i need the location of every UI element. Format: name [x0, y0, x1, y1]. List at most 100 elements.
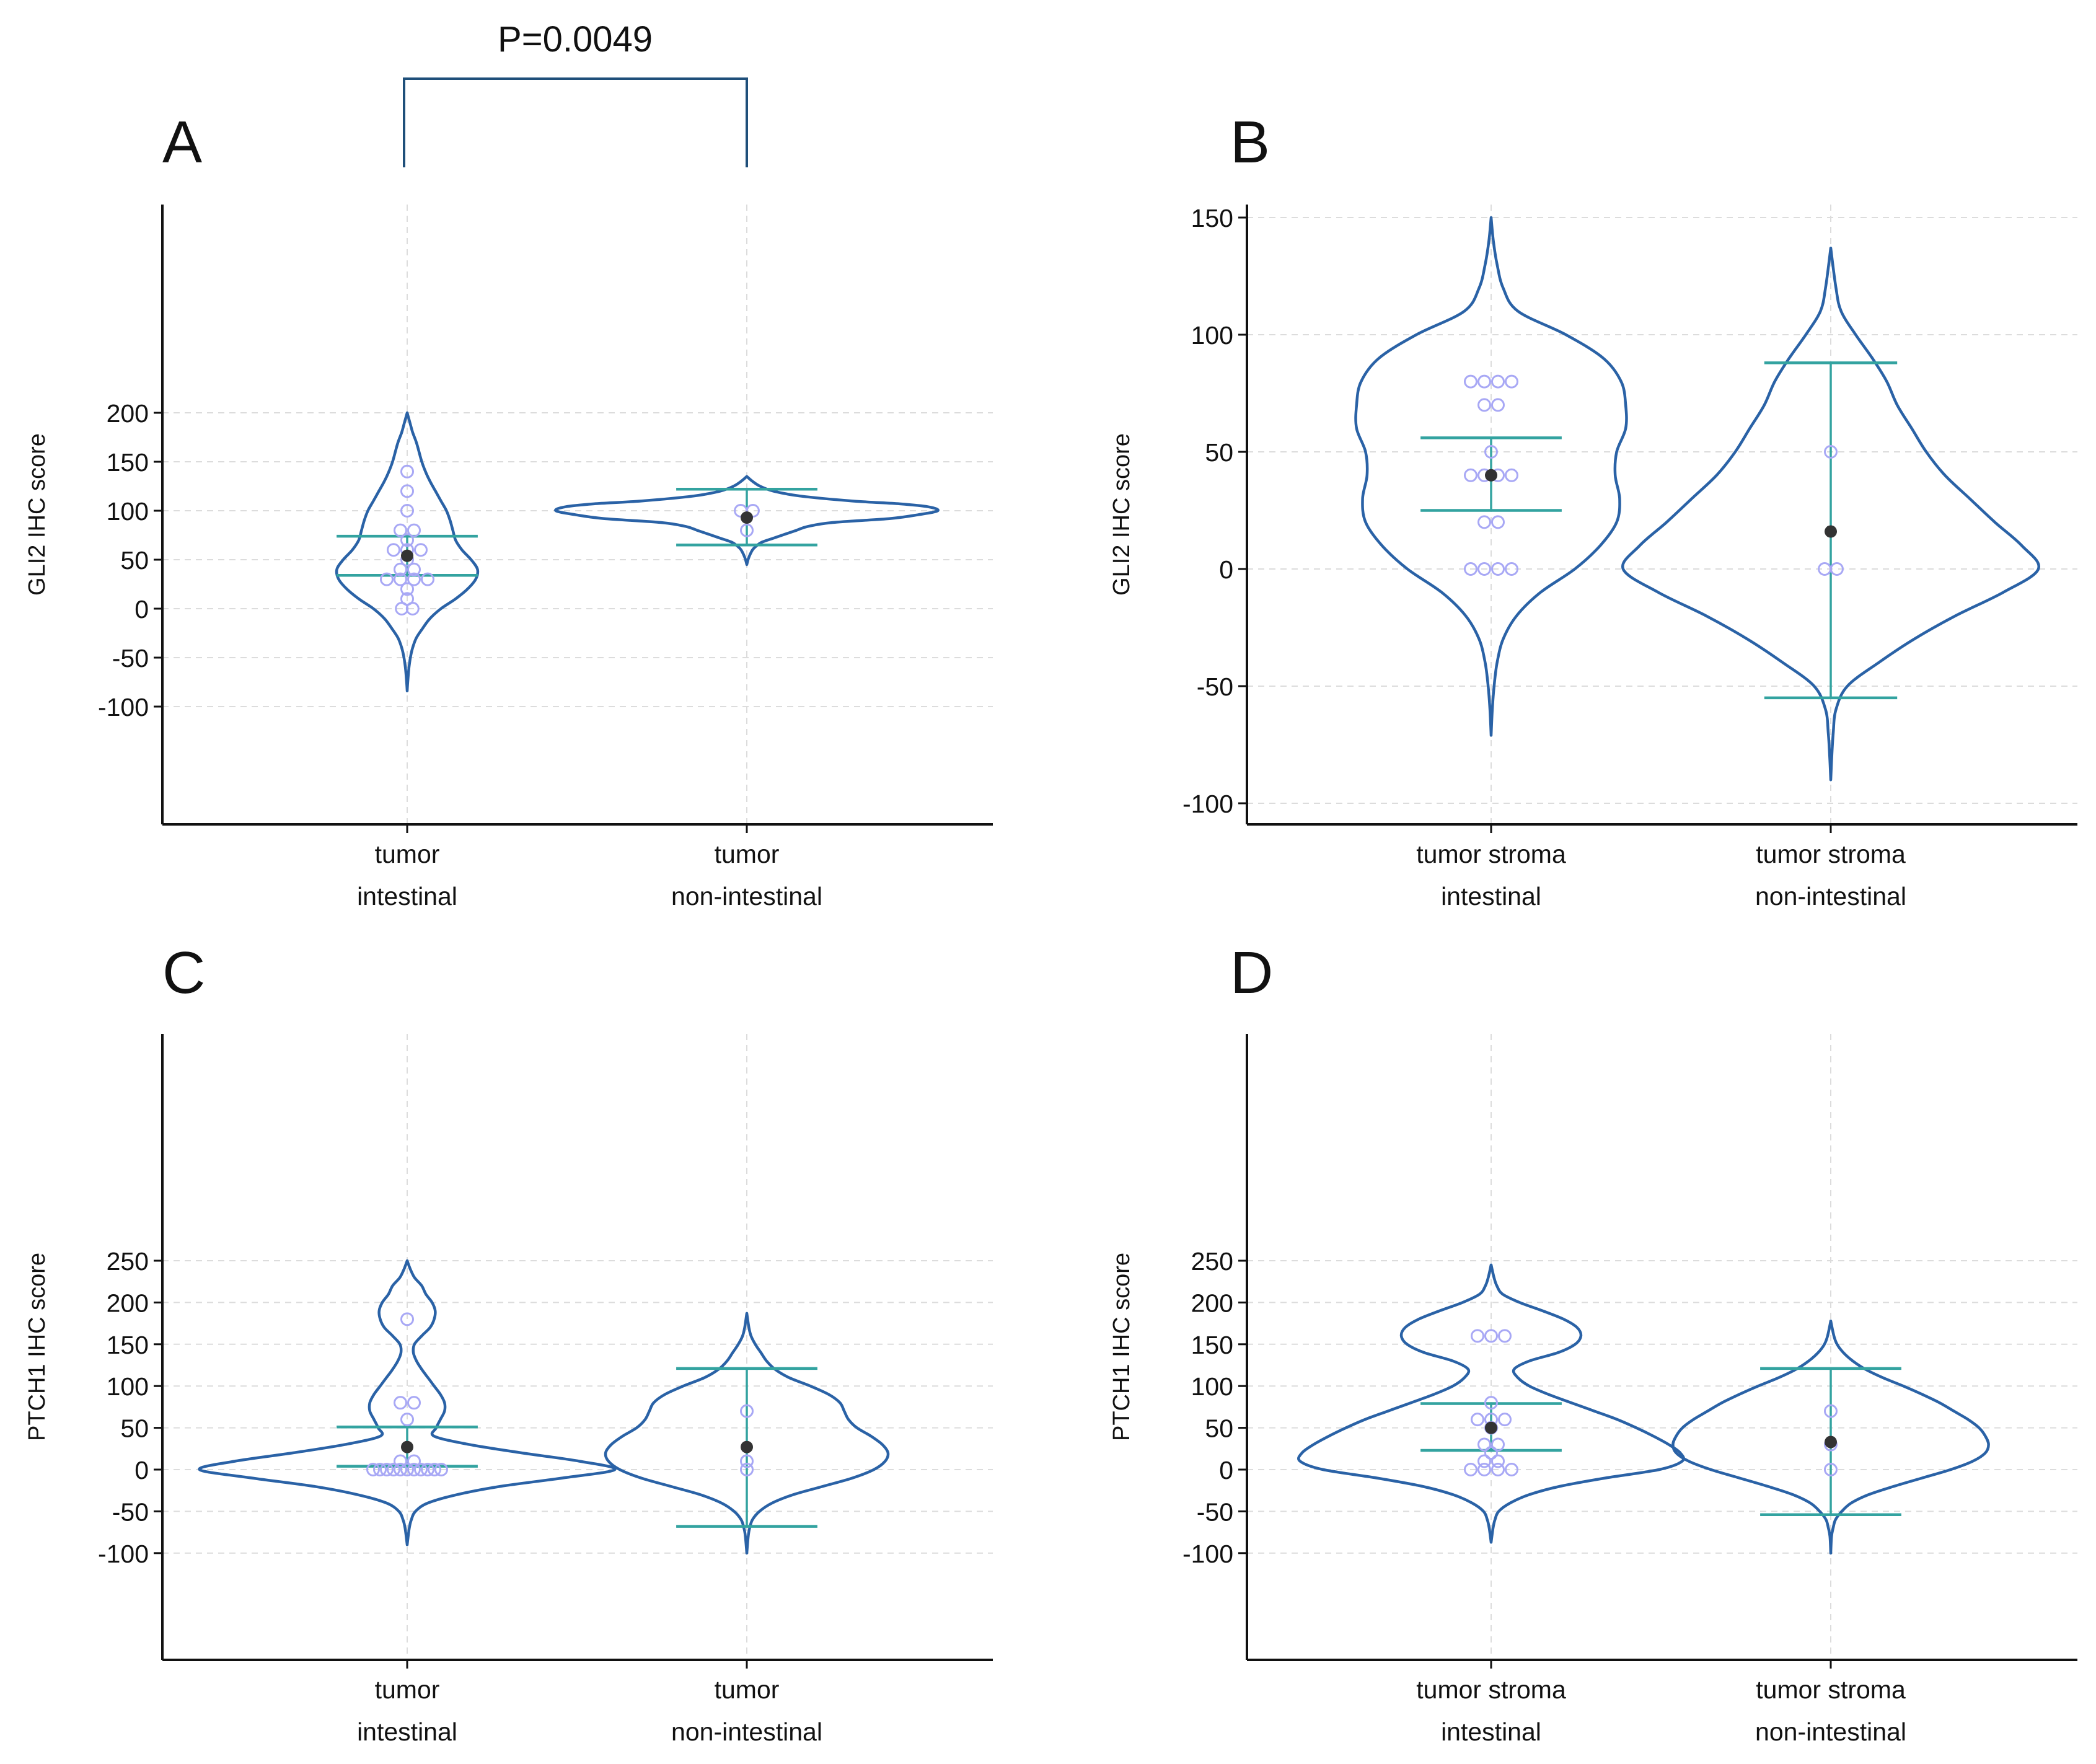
y-tick-label: 50 [120, 1414, 149, 1443]
significance-bracket-group: P=0.0049 [403, 19, 748, 167]
y-tick-label: 100 [1191, 1372, 1233, 1401]
data-point [1477, 1437, 1491, 1452]
data-point [1505, 1463, 1518, 1476]
data-point [1491, 1437, 1505, 1452]
data-point [740, 1463, 754, 1476]
violin-outline [1621, 246, 2040, 782]
data-point [400, 484, 414, 498]
data-point [1471, 1329, 1484, 1343]
data-point [400, 533, 414, 547]
violin-outline [554, 475, 940, 567]
y-tick-label: 0 [1219, 555, 1233, 584]
violin-outline [198, 1259, 617, 1546]
x-tick-label: tumor stroma [1416, 840, 1566, 868]
data-point [394, 523, 407, 537]
data-point [400, 1413, 414, 1427]
data-point [1464, 468, 1477, 482]
x-tick-label: intestinal [1441, 882, 1541, 911]
panel-label: B [1230, 109, 1270, 175]
data-point [740, 523, 754, 537]
data-point [1477, 562, 1491, 576]
panel-label: A [162, 109, 202, 175]
data-point [1477, 515, 1491, 529]
mean-marker [741, 1440, 753, 1453]
data-point [1505, 562, 1518, 576]
data-point [394, 1454, 407, 1468]
y-axis-label: PTCH1 IHC score [24, 1253, 50, 1441]
x-tick-label: tumor stroma [1416, 1675, 1566, 1704]
x-tick-label: intestinal [357, 882, 457, 911]
data-point [1484, 1396, 1498, 1410]
y-tick-label: -100 [1182, 790, 1233, 818]
x-tick-label: tumor [375, 1675, 440, 1704]
data-point [1484, 1446, 1498, 1460]
y-tick-label: 50 [1205, 1414, 1233, 1443]
y-tick-label: 250 [107, 1247, 149, 1276]
panel-C: 250 200 150 100 50 0 -50 -100 PTCH1 IHC score Ctu… [24, 940, 993, 1746]
data-point [373, 1463, 387, 1476]
y-tick-label: 0 [134, 1456, 149, 1484]
y-tick-label: -100 [1182, 1540, 1233, 1568]
data-point [1477, 1454, 1491, 1468]
y-tick-label: -50 [112, 644, 149, 673]
data-point [400, 592, 414, 606]
data-point [1505, 468, 1518, 482]
y-tick-label: 50 [1205, 438, 1233, 467]
y-tick-label: 150 [1191, 204, 1233, 232]
data-point [1491, 398, 1505, 412]
y-tick-label: 100 [1191, 321, 1233, 350]
x-tick-label: intestinal [1441, 1718, 1541, 1746]
x-tick-label: tumor [715, 840, 780, 868]
y-axis-label: GLI2 IHC score [1109, 433, 1135, 596]
data-point [1464, 1463, 1477, 1476]
y-tick-label: 0 [1219, 1456, 1233, 1484]
data-point [380, 572, 394, 586]
x-tick-label: tumor stroma [1756, 1675, 1906, 1704]
data-point [407, 1396, 421, 1410]
y-tick-label: 200 [107, 1289, 149, 1317]
x-tick-label: non-intestinal [1755, 882, 1906, 911]
data-point [407, 1454, 421, 1468]
data-point [1464, 562, 1477, 576]
y-tick-label: -50 [1197, 673, 1233, 701]
y-axis-label: GLI2 IHC score [24, 433, 50, 596]
mean-marker [401, 549, 413, 562]
y-tick-label: 50 [120, 546, 149, 575]
data-point [1471, 1413, 1484, 1427]
data-point [400, 1312, 414, 1326]
violin-outline [604, 1312, 890, 1555]
data-point [1491, 1463, 1505, 1476]
data-point [394, 572, 407, 586]
data-point [400, 504, 414, 518]
mean-marker [401, 1440, 413, 1453]
data-point [414, 543, 428, 557]
data-point [394, 1396, 407, 1410]
violin-outline [1671, 1319, 1990, 1555]
panel-D: 250 200 150 100 50 0 -50 -100 PTCH1 IHC score Dtu… [1109, 940, 2077, 1746]
data-point [1484, 445, 1498, 459]
mean-marker [1485, 469, 1497, 482]
y-tick-label: 200 [107, 399, 149, 428]
data-point [1830, 562, 1844, 576]
x-tick-label: tumor stroma [1756, 840, 1906, 868]
data-point [1491, 562, 1505, 576]
y-tick-label: -100 [98, 693, 149, 721]
data-point [421, 1463, 434, 1476]
data-point [1824, 1463, 1838, 1476]
y-tick-label: 150 [107, 1331, 149, 1359]
data-point [387, 1463, 400, 1476]
data-point [1477, 1463, 1491, 1476]
mean-marker [1485, 1421, 1497, 1434]
data-point [387, 543, 400, 557]
y-tick-label: 100 [107, 1372, 149, 1401]
x-tick-label: non-intestinal [671, 1718, 822, 1746]
data-point [414, 1463, 428, 1476]
x-tick-label: tumor [375, 840, 440, 868]
panel-label: D [1230, 940, 1273, 1006]
mean-marker [1825, 525, 1837, 538]
significance-label: P=0.0049 [498, 19, 653, 60]
data-point [421, 572, 434, 586]
